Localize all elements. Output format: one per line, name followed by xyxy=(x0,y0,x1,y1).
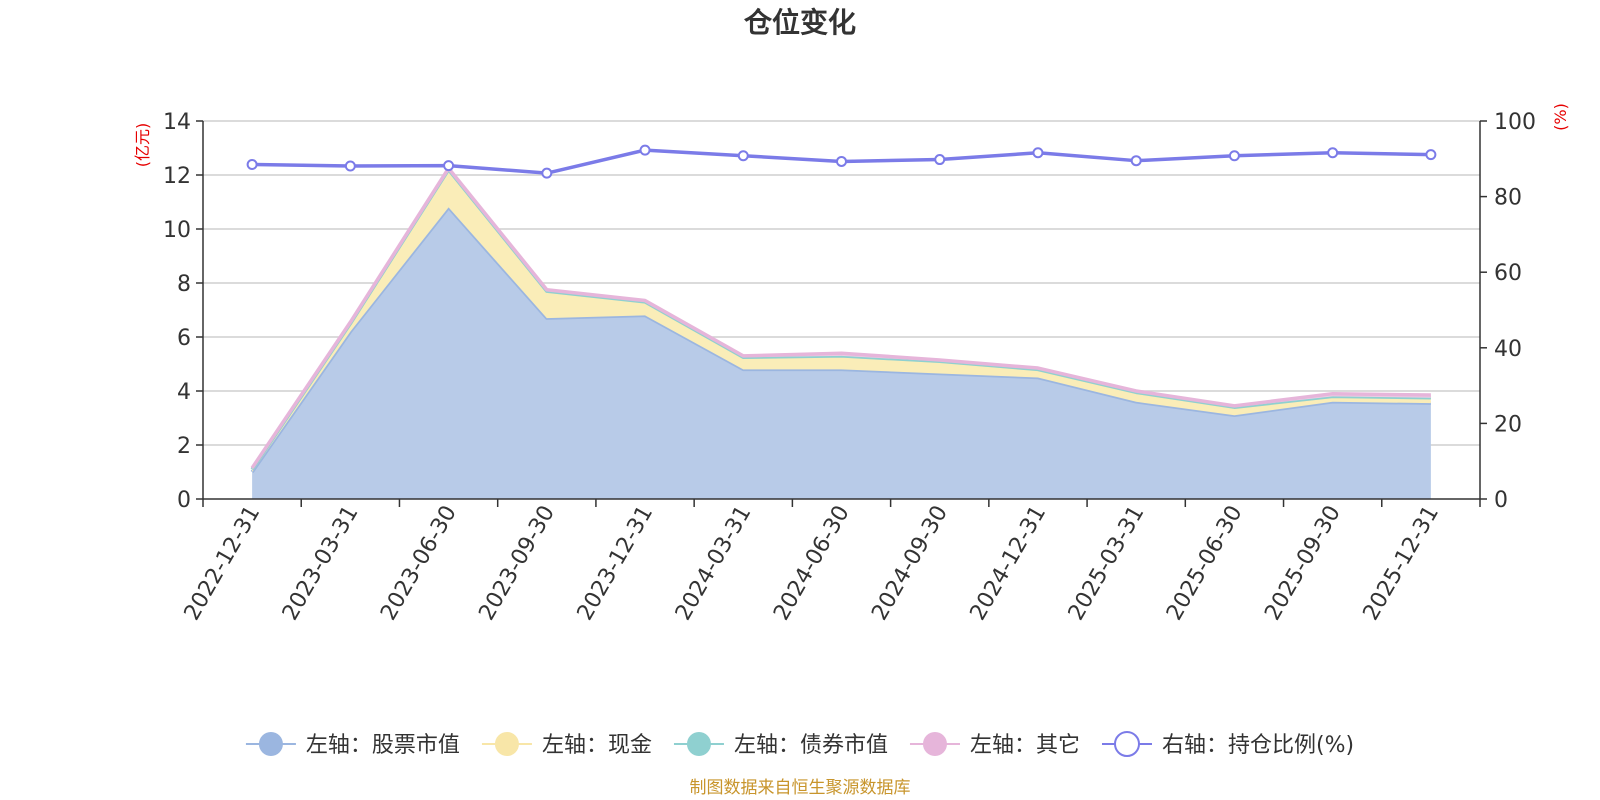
line-point[interactable] xyxy=(1327,147,1339,159)
x-axis-tick-label: 2022-12-31 xyxy=(180,502,266,625)
x-axis-tick-label: 2023-09-30 xyxy=(474,502,560,625)
legend-item[interactable]: 左轴：其它 xyxy=(909,732,1080,758)
legend[interactable]: 左轴：股票市值 左轴：现金 左轴：债券市值 左轴：其它 右轴：持仓比例(%) xyxy=(245,731,1354,758)
x-axis-tick-label: 2025-03-31 xyxy=(1064,502,1150,625)
right-axis-tick-label: 80 xyxy=(1494,186,1522,211)
line-point[interactable] xyxy=(1228,150,1240,162)
line-point[interactable] xyxy=(344,160,356,172)
line-point[interactable] xyxy=(639,144,651,156)
left-axis-tick-label: 12 xyxy=(163,164,191,189)
x-axis-tick-label: 2025-09-30 xyxy=(1260,502,1346,625)
x-axis-tick-label: 2024-06-30 xyxy=(769,502,855,625)
x-axis-tick-label: 2023-03-31 xyxy=(278,502,364,625)
right-axis-tick-label: 20 xyxy=(1494,412,1522,437)
line-point[interactable] xyxy=(1032,147,1044,159)
left-axis-tick-label: 14 xyxy=(163,110,191,135)
legend-circle-icon xyxy=(1113,731,1140,757)
left-axis-tick-label: 8 xyxy=(177,272,191,297)
area-左轴：股票市值 xyxy=(252,207,1431,499)
x-axis-tick-label: 2024-12-31 xyxy=(966,502,1052,625)
left-axis-tick-label: 4 xyxy=(177,380,191,405)
area-series xyxy=(250,166,1431,499)
line-point[interactable] xyxy=(443,160,455,172)
right-axis-tick-label: 0 xyxy=(1494,488,1508,513)
right-axis-unit: (%) xyxy=(1551,103,1570,131)
line-series xyxy=(246,144,1437,179)
line-point[interactable] xyxy=(246,158,258,170)
legend-circle-icon xyxy=(922,732,947,756)
x-axis-tick-label: 2023-12-31 xyxy=(573,502,659,625)
line-point[interactable] xyxy=(934,154,946,166)
x-axis-tick-label: 2023-06-30 xyxy=(376,502,462,625)
legend-item[interactable]: 左轴：现金 xyxy=(481,732,652,758)
left-axis-unit: (亿元) xyxy=(133,123,152,168)
legend-label: 右轴：持仓比例(%) xyxy=(1162,733,1354,758)
line-point[interactable] xyxy=(1130,155,1142,167)
left-axis-tick-label: 10 xyxy=(163,218,191,243)
legend-circle-icon xyxy=(686,732,711,756)
legend-item[interactable]: 左轴：债券市值 xyxy=(673,732,888,758)
right-axis-tick-label: 60 xyxy=(1494,261,1522,286)
line-point[interactable] xyxy=(737,150,749,162)
legend-label: 左轴：其它 xyxy=(970,733,1080,758)
line-point[interactable] xyxy=(1425,149,1437,161)
x-axis-tick-label: 2024-09-30 xyxy=(867,502,953,625)
right-axis-tick-label: 100 xyxy=(1494,110,1536,135)
area-左轴：现金 xyxy=(252,169,1431,472)
x-axis-tick-label: 2024-03-31 xyxy=(671,502,757,625)
legend-item[interactable]: 左轴：股票市值 xyxy=(245,732,460,758)
line-point[interactable] xyxy=(541,167,553,179)
line-point[interactable] xyxy=(836,155,847,167)
chart-title: 仓位变化 xyxy=(744,6,856,39)
legend-label: 左轴：股票市值 xyxy=(306,733,460,758)
left-axis-tick-label: 6 xyxy=(177,326,191,351)
right-axis-tick-label: 40 xyxy=(1494,337,1522,362)
x-axis-tick-label: 2025-12-31 xyxy=(1359,502,1445,625)
x-axis-tick-label: 2025-06-30 xyxy=(1162,502,1248,625)
legend-circle-icon xyxy=(258,732,283,756)
legend-circle-icon xyxy=(494,732,519,756)
legend-label: 左轴：现金 xyxy=(542,733,652,758)
data-source-note: 制图数据来自恒生聚源数据库 xyxy=(690,778,911,798)
legend-item[interactable]: 右轴：持仓比例(%) xyxy=(1101,731,1354,758)
left-axis-tick-label: 2 xyxy=(177,434,191,459)
legend-label: 左轴：债券市值 xyxy=(734,733,888,758)
left-axis-tick-label: 0 xyxy=(177,488,191,513)
